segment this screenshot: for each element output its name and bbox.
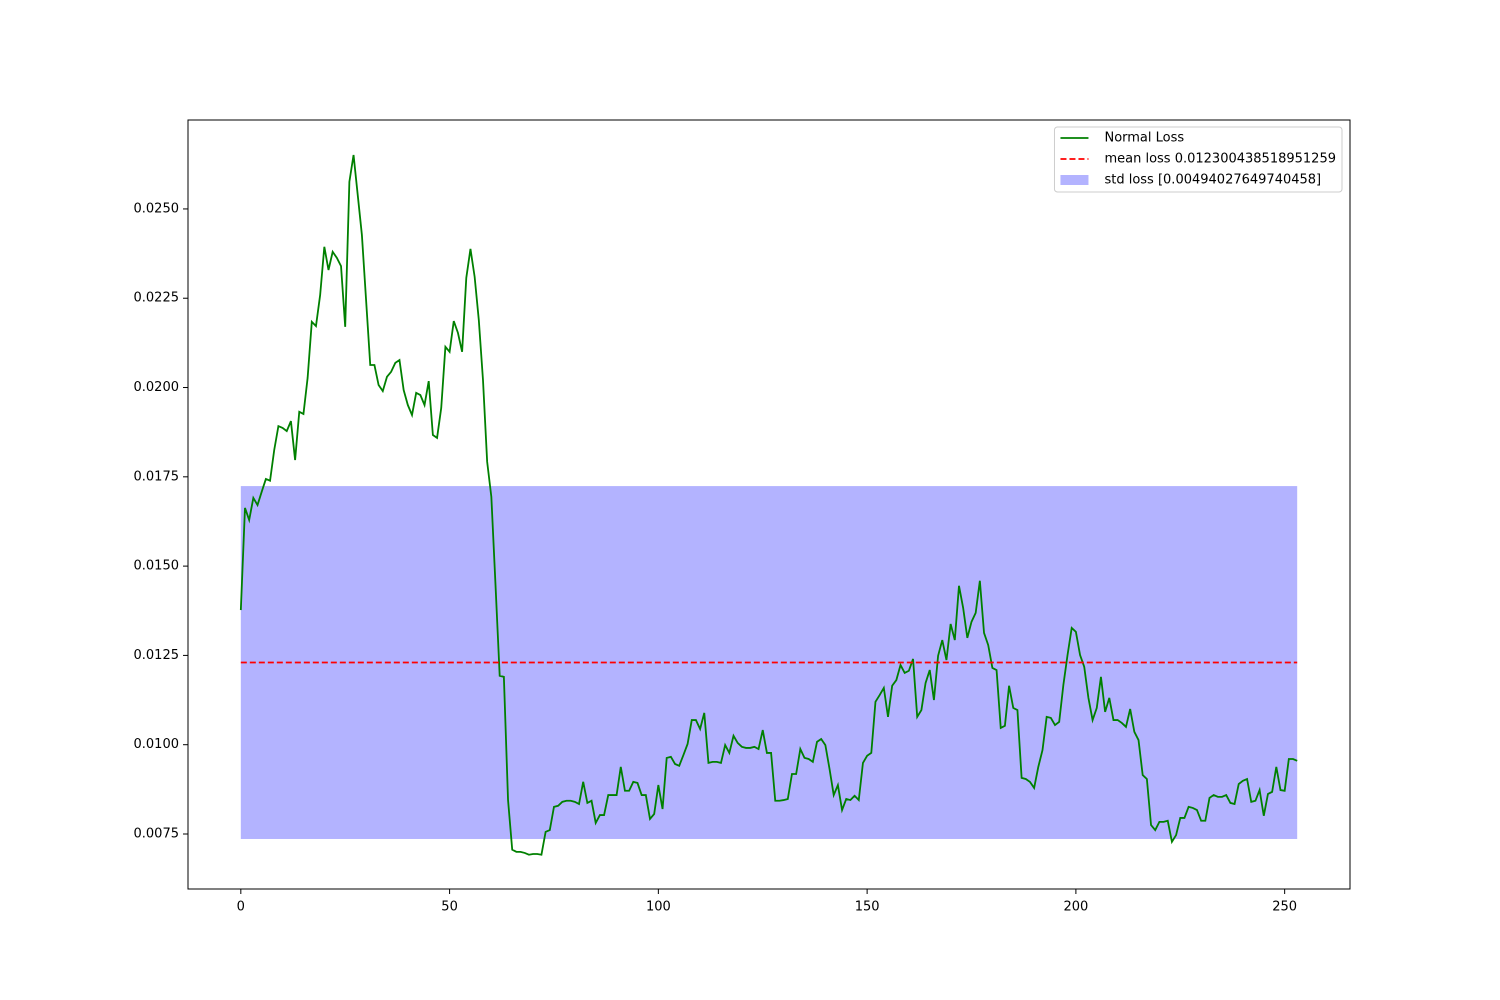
legend-swatch: [1060, 175, 1089, 185]
y-tick-label: 0.0100: [134, 737, 180, 752]
x-tick-label: 0: [237, 900, 245, 915]
y-tick-label: 0.0150: [134, 559, 180, 574]
loss-line: [239, 154, 1298, 856]
legend-label: mean loss 0.012300438518951259: [1104, 152, 1336, 167]
plot-frame: [187, 119, 1351, 890]
legend-label: Normal Loss: [1104, 131, 1184, 146]
y-tick-label: 0.0200: [134, 380, 180, 395]
y-tick-label: 0.0075: [134, 826, 180, 841]
x-tick-label: 100: [646, 900, 671, 915]
legend-box: [1053, 126, 1343, 193]
y-tick-label: 0.0175: [134, 469, 180, 484]
legend: Normal Loss mean loss 0.01230043851895125…: [1053, 126, 1343, 193]
x-tick-label: 200: [1063, 900, 1088, 915]
y-tick-label: 0.0225: [134, 291, 180, 306]
y-tick-label: 0.0250: [134, 201, 180, 216]
y-tick-label: 0.0125: [134, 648, 180, 663]
x-tick-label: 50: [441, 900, 458, 915]
x-tick-label: 150: [855, 900, 880, 915]
legend-label: std loss [0.00494027649740458]: [1104, 173, 1321, 188]
x-tick-label: 250: [1272, 900, 1297, 915]
